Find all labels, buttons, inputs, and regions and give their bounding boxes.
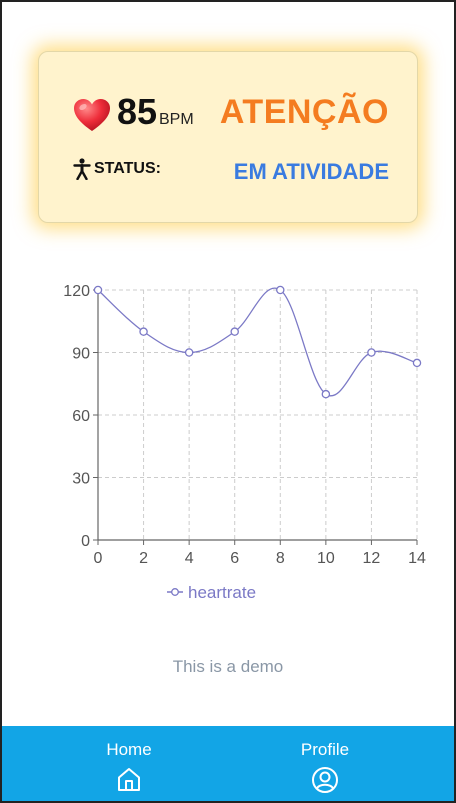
data-point[interactable] (184, 348, 194, 357)
data-point[interactable] (321, 389, 331, 399)
x-tick-label: 8 (276, 550, 285, 567)
x-tick-label: 0 (94, 550, 103, 567)
heartrate-chart: 0 2 4 6 8 10 12 14 0 30 60 90 120 heartrate (63, 283, 426, 602)
x-tick-label: 4 (185, 550, 194, 567)
nav-profile[interactable]: Profile (265, 738, 385, 794)
demo-caption: This is a demo (172, 657, 284, 676)
data-point[interactable] (276, 285, 285, 295)
status-label: STATUS: (94, 160, 161, 177)
nav-profile-label: Profile (300, 740, 350, 759)
y-tick-label: 90 (72, 346, 90, 363)
data-point[interactable] (230, 327, 239, 336)
y-tick-label: 120 (63, 283, 90, 300)
y-tick-label: 0 (81, 533, 90, 550)
x-tick-label: 12 (363, 550, 381, 567)
person-icon (73, 158, 91, 180)
y-tick-label: 30 (72, 471, 90, 488)
nav-home[interactable]: Home (69, 738, 189, 792)
status-value: EM ATIVIDADE (233, 159, 389, 184)
bpm-unit: BPM (159, 111, 194, 128)
nav-home-label: Home (106, 740, 152, 759)
profile-icon (312, 767, 338, 793)
bpm-value: 85 (117, 91, 158, 132)
chart-legend[interactable]: heartrate (167, 583, 256, 602)
data-point[interactable] (412, 358, 422, 368)
x-tick-label: 2 (139, 550, 148, 567)
data-point[interactable] (367, 348, 376, 357)
x-tick-label: 6 (230, 550, 239, 567)
bottom-nav: Home Profile (0, 726, 456, 803)
data-point[interactable] (139, 327, 148, 336)
legend-label: heartrate (188, 583, 256, 602)
x-tick-label: 14 (408, 550, 426, 567)
home-icon (118, 768, 140, 791)
legend-marker-icon (171, 588, 179, 596)
data-point[interactable] (93, 285, 103, 295)
y-tick-label: 60 (72, 408, 90, 425)
series-line-heartrate (97, 287, 418, 397)
heart-icon (74, 99, 110, 131)
heart-status-card: 85 BPM ATENÇÃO STATUS: EM ATIVIDADE (38, 51, 418, 223)
x-tick-label: 10 (317, 550, 335, 567)
alert-text: ATENÇÃO (219, 93, 389, 131)
